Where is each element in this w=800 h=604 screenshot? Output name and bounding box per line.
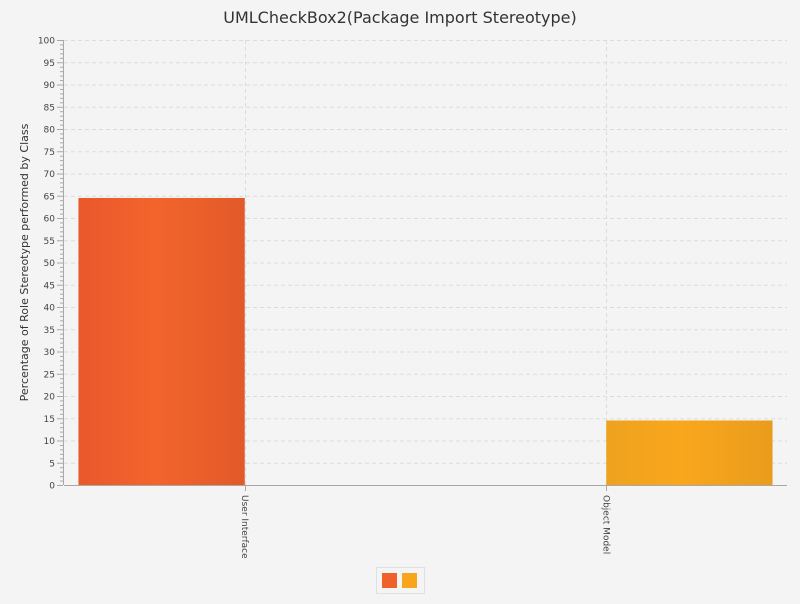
- y-tick-label: 100: [38, 37, 55, 47]
- y-tick-label: 70: [44, 170, 56, 180]
- y-tick-label: 30: [44, 348, 56, 358]
- bar: [606, 420, 773, 485]
- chart-title: UMLCheckBox2(Package Import Stereotype): [223, 8, 577, 27]
- x-tick-label: Object Model: [600, 495, 610, 554]
- y-tick-label: 5: [49, 459, 55, 469]
- y-tick-label: 65: [44, 192, 55, 202]
- y-tick-label: 10: [44, 437, 56, 447]
- axes: 0 5 10 15 20 25 30 35 40 45 50 55 60 65 70 75 80 85 90 95 10…: [38, 37, 787, 559]
- x-tick-label: User Interface: [239, 495, 249, 559]
- y-tick-label: 0: [49, 482, 55, 492]
- y-tick-label: 85: [44, 103, 55, 113]
- legend-swatch: [382, 573, 397, 588]
- y-tick-label: 50: [44, 259, 56, 269]
- y-tick-label: 80: [44, 126, 56, 136]
- y-tick-label: 15: [44, 415, 55, 425]
- bar: [78, 197, 245, 485]
- y-tick-label: 45: [44, 281, 55, 291]
- y-tick-label: 95: [44, 59, 55, 69]
- y-tick-label: 75: [44, 148, 55, 158]
- legend: [376, 567, 425, 594]
- y-tick-label: 40: [44, 304, 56, 314]
- y-axis-label: Percentage of Role Stereotype performed …: [18, 123, 31, 401]
- y-tick-label: 35: [44, 326, 55, 336]
- bars: [78, 197, 773, 485]
- y-tick-label: 55: [44, 237, 55, 247]
- legend-swatch: [402, 573, 417, 588]
- y-tick-label: 25: [44, 370, 55, 380]
- y-tick-label: 20: [44, 393, 56, 403]
- y-tick-label: 90: [44, 81, 56, 91]
- y-tick-label: 60: [44, 215, 56, 225]
